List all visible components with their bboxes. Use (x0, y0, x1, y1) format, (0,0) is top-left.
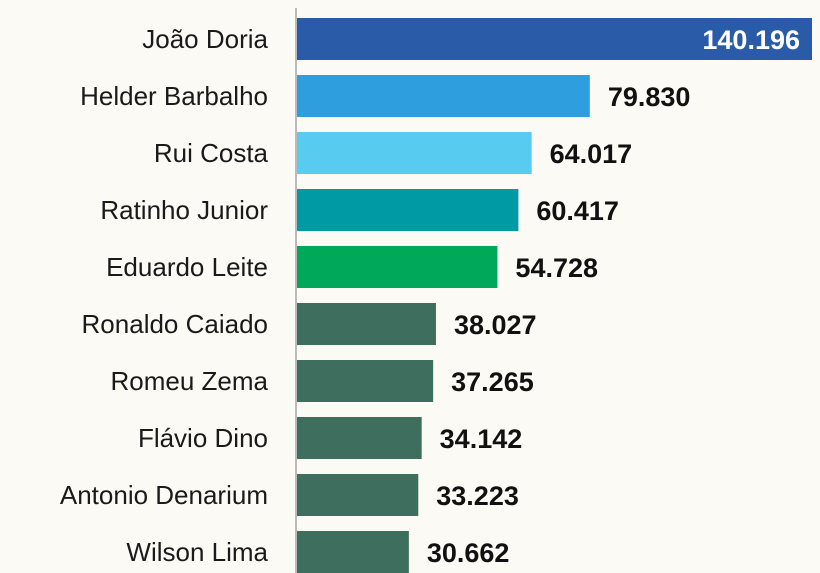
bar (297, 75, 590, 117)
value-label: 79.830 (608, 82, 691, 112)
category-label: Wilson Lima (126, 537, 268, 567)
bar (297, 303, 436, 345)
bar (297, 132, 532, 174)
bar (297, 417, 422, 459)
value-label: 60.417 (536, 196, 619, 226)
category-label: Ronaldo Caiado (82, 309, 268, 339)
value-label: 34.142 (440, 424, 523, 454)
value-label: 37.265 (451, 367, 534, 397)
category-label: Helder Barbalho (80, 81, 268, 111)
bar (297, 531, 409, 573)
category-label: Romeu Zema (111, 366, 269, 396)
value-label: 54.728 (515, 253, 598, 283)
bar (297, 18, 812, 60)
value-label: 140.196 (702, 25, 800, 55)
category-label: João Doria (142, 24, 268, 54)
bar (297, 474, 419, 516)
category-label: Eduardo Leite (106, 252, 268, 282)
bar (297, 189, 519, 231)
value-label: 33.223 (436, 481, 519, 511)
bar (297, 246, 498, 288)
value-label: 64.017 (550, 139, 633, 169)
value-label: 30.662 (427, 538, 510, 568)
category-label: Ratinho Junior (100, 195, 268, 225)
category-label: Flávio Dino (138, 423, 268, 453)
value-label: 38.027 (454, 310, 537, 340)
category-label: Rui Costa (154, 138, 269, 168)
bar (297, 360, 434, 402)
category-label: Antonio Denarium (60, 480, 268, 510)
